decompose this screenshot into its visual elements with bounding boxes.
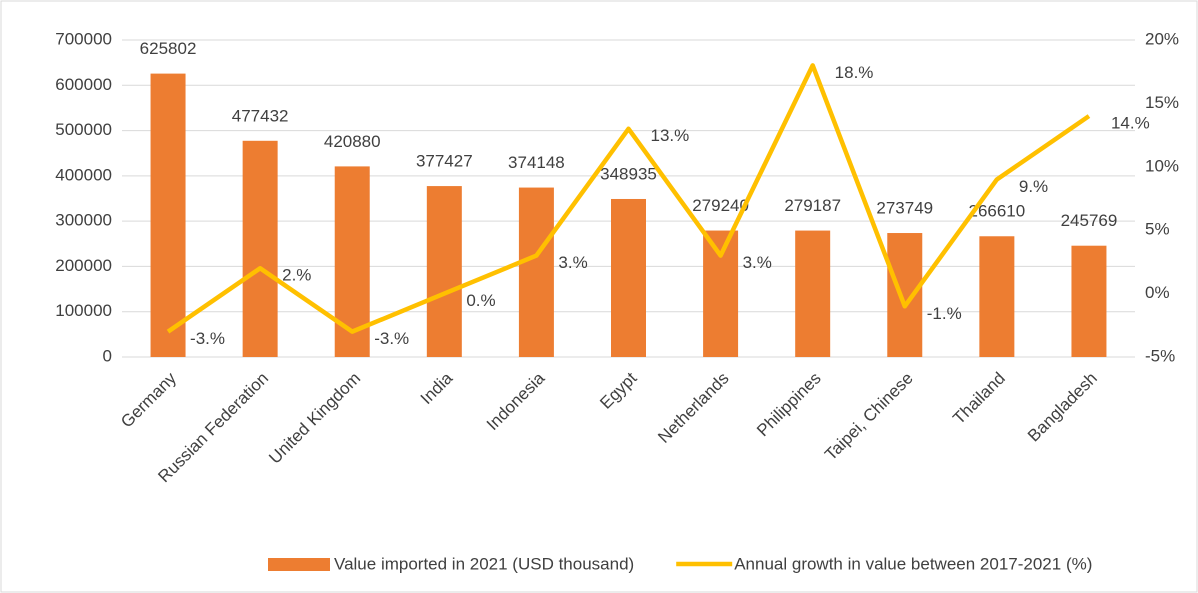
bar-value-label: 420880 [324, 132, 381, 151]
bar [242, 140, 278, 357]
y-tick-label: 400000 [55, 165, 112, 184]
bar-value-label: 377427 [416, 152, 473, 171]
line-value-label: 3.% [558, 253, 587, 272]
bar [703, 230, 739, 357]
legend-label: Annual growth in value between 2017-2021… [734, 554, 1092, 573]
bar-value-label: 266610 [968, 202, 1025, 221]
legend-swatch [268, 558, 330, 571]
bar [1071, 245, 1107, 357]
y-tick-label: 500000 [55, 120, 112, 139]
y-tick-label: 200000 [55, 256, 112, 275]
y2-tick-label: -5% [1145, 346, 1175, 365]
legend-label: Value imported in 2021 (USD thousand) [334, 554, 634, 573]
bar-value-label: 374148 [508, 153, 565, 172]
bar-value-label: 477432 [232, 106, 289, 125]
y2-tick-label: 0% [1145, 283, 1170, 302]
line [166, 63, 1091, 334]
y2-tick-label: 10% [1145, 156, 1179, 175]
line-value-label: 14.% [1111, 114, 1150, 133]
line-value-label: -3.% [190, 329, 225, 348]
bar-value-label: 348935 [600, 164, 657, 183]
bar [611, 198, 646, 357]
bar-value-label: 245769 [1061, 211, 1118, 230]
y-tick-label: 600000 [55, 75, 112, 94]
line-value-label: 0.% [466, 291, 495, 310]
y2-tick-label: 5% [1145, 220, 1170, 239]
bar [795, 230, 831, 357]
line-value-label: 3.% [743, 253, 772, 272]
y2-tick-label: 15% [1145, 93, 1179, 112]
bar [150, 73, 186, 357]
y-tick-label: 300000 [55, 211, 112, 230]
bar-value-label: 625802 [140, 39, 197, 58]
line-value-label: -1.% [927, 304, 962, 323]
y2-tick-label: 20% [1145, 29, 1179, 48]
line-value-label: 9.% [1019, 177, 1048, 196]
y-tick-label: 100000 [55, 301, 112, 320]
y-tick-label: 700000 [55, 29, 112, 48]
line-value-label: -3.% [374, 329, 409, 348]
bar [426, 186, 462, 357]
bar [887, 233, 923, 357]
bar [979, 236, 1015, 357]
bar [518, 187, 554, 357]
line-value-label: 13.% [651, 126, 690, 145]
y-tick-label: 0 [103, 346, 112, 365]
bar-value-label: 279187 [784, 196, 841, 215]
line-value-label: 18.% [835, 63, 874, 82]
bar-value-label: 273749 [876, 199, 933, 218]
line-value-label: 2.% [282, 266, 311, 285]
bar-value-label: 279240 [692, 196, 749, 215]
